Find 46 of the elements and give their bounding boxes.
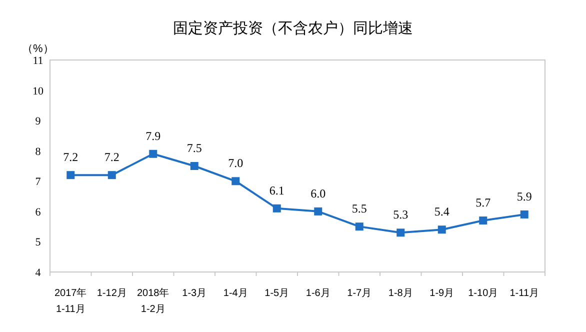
data-label: 6.0	[310, 186, 326, 200]
data-label: 6.1	[269, 183, 284, 198]
x-tick-label: 1-3月	[182, 288, 207, 299]
y-tick-label: 5	[35, 236, 42, 249]
y-tick-label: 7	[35, 176, 42, 188]
data-label: 7.0	[228, 156, 244, 170]
x-tick-label: 1-6月	[306, 288, 330, 299]
data-label: 5.3	[393, 208, 408, 222]
x-tick-label: 1-7月	[347, 288, 372, 299]
point	[66, 171, 75, 180]
data-label: 5.5	[352, 202, 367, 216]
x-tick-label: 1-8月	[388, 288, 413, 299]
x-tick-label: 1-10月	[468, 288, 498, 299]
point	[108, 171, 116, 180]
chart-title: 固定资产投资（不含农户）同比增速	[173, 20, 413, 37]
point	[190, 162, 198, 170]
data-label: 7.2	[104, 150, 120, 164]
point	[520, 210, 528, 218]
x-tick-label: 1-4月	[223, 288, 248, 299]
point	[396, 228, 405, 237]
x-tick-label: 1-9月	[430, 288, 454, 299]
y-tick-label: 6	[35, 206, 42, 218]
data-label: 5.9	[516, 189, 532, 204]
y-tick-label: 9	[35, 116, 42, 128]
y-tick-label: 8	[35, 146, 42, 158]
data-label: 5.7	[476, 196, 491, 210]
x-tick-label: 1-5月	[264, 288, 290, 299]
point	[314, 207, 322, 216]
point	[479, 216, 488, 225]
y-axis-title: （%）	[22, 43, 54, 55]
point	[355, 222, 364, 231]
point	[232, 177, 240, 186]
point	[438, 226, 446, 234]
x-tick-label: 1-12月	[96, 288, 127, 299]
y-tick-label: 11	[32, 55, 44, 67]
point	[272, 204, 281, 212]
data-label: 7.9	[146, 128, 161, 143]
x-tick-label: 1-11月	[510, 288, 540, 299]
data-label: 5.4	[434, 204, 450, 219]
point	[149, 150, 158, 158]
x-tick-label: 2017年 1-11月	[54, 287, 87, 315]
y-tick-label: 4	[35, 267, 42, 279]
x-tick-label: 2018年 1-2月	[137, 287, 170, 315]
y-tick-label: 10	[32, 85, 44, 98]
data-label: 7.2	[63, 150, 78, 164]
data-label: 7.5	[186, 141, 202, 155]
